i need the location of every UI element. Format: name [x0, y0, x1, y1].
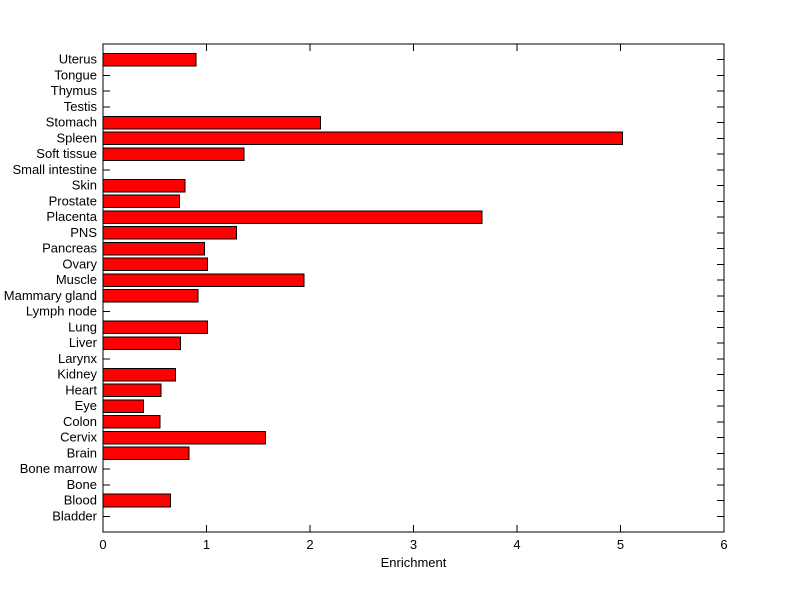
bar-liver	[102, 336, 182, 350]
x-tick-label: 1	[203, 537, 210, 552]
bar-colon	[102, 415, 161, 429]
category-label: Small intestine	[12, 162, 97, 177]
category-label: Soft tissue	[36, 146, 97, 161]
category-label: Prostate	[49, 193, 97, 208]
category-label: Placenta	[46, 209, 97, 224]
bar-pns	[102, 226, 238, 240]
category-label: PNS	[70, 225, 97, 240]
x-tick-label: 3	[410, 537, 417, 552]
category-label: Colon	[63, 414, 97, 429]
bar-spleen	[102, 131, 624, 146]
x-tick-label: 6	[720, 537, 727, 552]
bar-uterus	[102, 52, 197, 67]
bar-brain	[102, 446, 190, 461]
category-label: Stomach	[46, 115, 97, 130]
x-tick-label: 0	[99, 537, 106, 552]
bar-lung	[102, 320, 209, 335]
bar-placenta	[102, 210, 483, 224]
bar-eye	[102, 399, 144, 413]
category-label: Eye	[75, 398, 97, 413]
x-tick-label: 2	[306, 537, 313, 552]
bar-blood	[102, 493, 171, 508]
category-label: Lymph node	[26, 304, 97, 319]
bar-mammary-gland	[102, 289, 199, 303]
bar-stomach	[102, 115, 321, 130]
category-label: Liver	[69, 335, 98, 350]
bar-kidney	[102, 367, 176, 382]
category-label: Ovary	[62, 256, 97, 271]
bar-soft-tissue	[102, 147, 245, 161]
category-label: Uterus	[59, 52, 98, 67]
category-label: Brain	[67, 445, 97, 460]
bar-ovary	[102, 257, 209, 272]
category-label: Heart	[65, 382, 97, 397]
category-label: Spleen	[57, 130, 97, 145]
bar-heart	[102, 383, 162, 398]
category-label: Muscle	[56, 272, 97, 287]
category-label: Cervix	[60, 430, 97, 445]
bar-skin	[102, 178, 186, 193]
x-axis-label: Enrichment	[381, 555, 447, 570]
axis-box	[102, 43, 725, 533]
category-label: Mammary gland	[4, 288, 97, 303]
category-label: Bladder	[52, 508, 97, 523]
bar-muscle	[102, 273, 305, 287]
category-label: Bone	[67, 477, 97, 492]
bar-cervix	[102, 430, 266, 445]
category-label: Tongue	[54, 67, 97, 82]
bar-pancreas	[102, 241, 205, 256]
category-label: Skin	[72, 178, 97, 193]
category-label: Thymus	[51, 83, 98, 98]
bar-prostate	[102, 194, 181, 209]
x-tick-label: 5	[617, 537, 624, 552]
x-tick-label: 4	[513, 537, 520, 552]
category-label: Blood	[64, 493, 97, 508]
category-label: Kidney	[57, 367, 97, 382]
category-label: Testis	[64, 99, 98, 114]
category-label: Lung	[68, 319, 97, 334]
category-label: Larynx	[58, 351, 98, 366]
category-label: Pancreas	[42, 241, 97, 256]
category-label: Bone marrow	[20, 461, 98, 476]
